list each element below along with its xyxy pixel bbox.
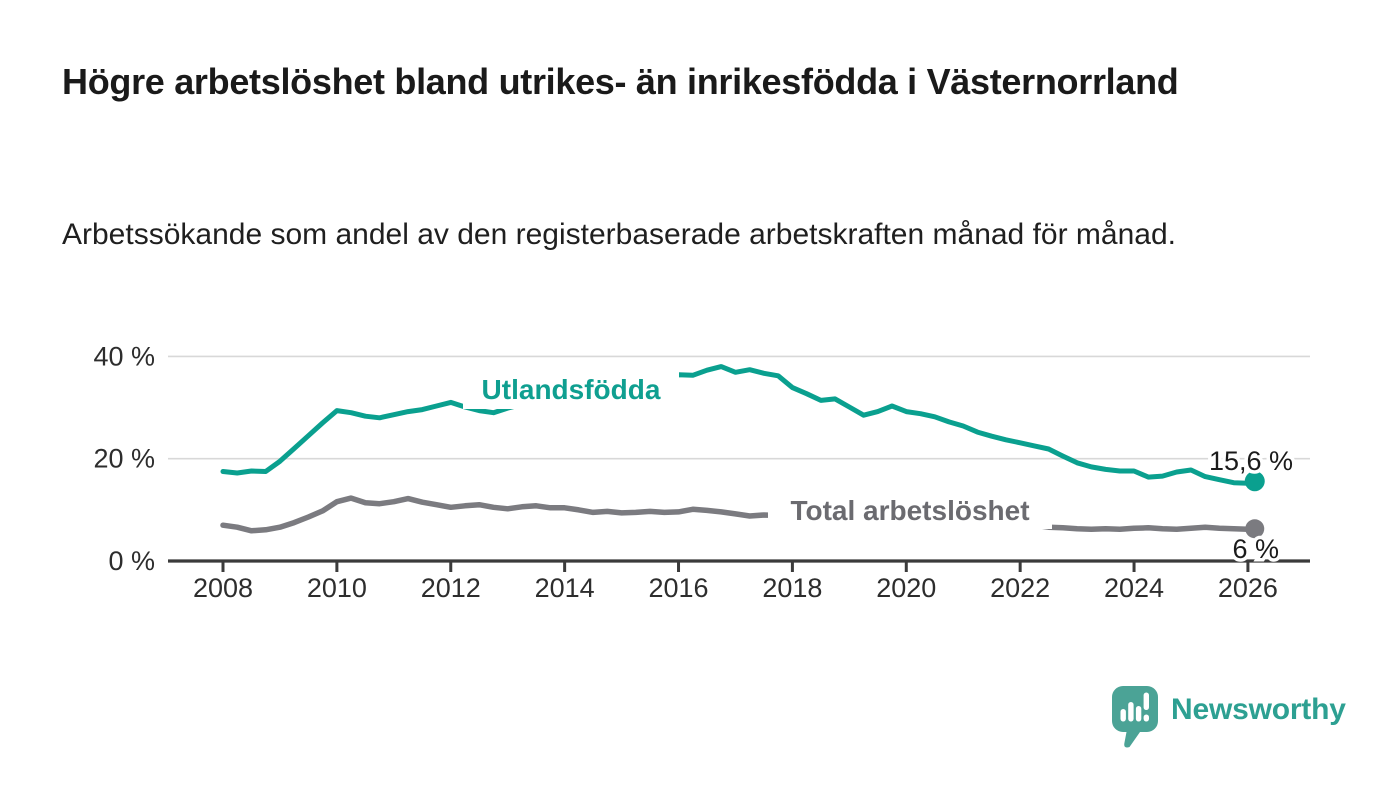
series-end-value-label-total: 6 % [1232,534,1279,564]
x-tick-label-2008: 2008 [193,573,253,603]
y-tick-label-0: 0 % [108,546,155,576]
x-tick-label-2026: 2026 [1218,573,1278,603]
series-label-utlandsfodda: Utlandsfödda [482,374,661,405]
logo-exclamation-bar [1143,692,1149,710]
newsworthy-wordmark: Newsworthy [1171,693,1346,726]
branding: Newsworthy [1112,686,1346,750]
x-tick-label-2014: 2014 [535,573,595,603]
series-line-utlandsfodda [220,364,1258,486]
chart-subtitle: Arbetssökande som andel av den registerb… [62,218,1176,251]
logo-bar-chart-glyph [1120,692,1149,722]
y-tick-label-20: 20 % [93,444,155,474]
series-end-value-label-utlandsfodda: 15,6 % [1209,446,1293,476]
speech-bubble-shape [1112,686,1158,748]
series-label-mask-0 [463,372,679,409]
x-tick-label-2022: 2022 [990,573,1050,603]
series-end-dot-utlandsfodda [1244,471,1265,492]
series-label-total: Total arbetslöshet [790,495,1029,526]
x-tick-label-2020: 2020 [876,573,936,603]
newsworthy-logo-icon [1112,686,1158,748]
y-tick-label-40: 40 % [93,341,155,371]
x-tick-label-2010: 2010 [307,573,367,603]
series-label-mask-1 [768,493,1052,529]
x-tick-label-2024: 2024 [1104,573,1164,603]
logo-exclamation-dot [1143,714,1149,722]
x-tick-label-2018: 2018 [762,573,822,603]
chart-title: Högre arbetslöshet bland utrikes- än inr… [62,61,1179,102]
series-line-total [220,495,1258,534]
x-tick-label-2016: 2016 [648,573,708,603]
x-tick-label-2012: 2012 [421,573,481,603]
series-end-dot-total [1245,519,1265,539]
